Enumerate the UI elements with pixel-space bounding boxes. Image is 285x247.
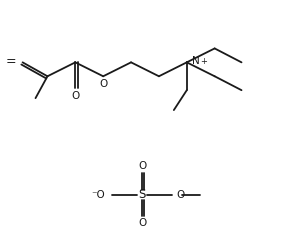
Text: S: S bbox=[138, 188, 146, 201]
Text: O: O bbox=[99, 79, 107, 89]
Text: =: = bbox=[6, 55, 17, 68]
Text: O: O bbox=[177, 190, 185, 200]
Text: O: O bbox=[138, 161, 146, 171]
Text: O: O bbox=[138, 218, 146, 228]
Text: O: O bbox=[71, 91, 80, 101]
Text: +: + bbox=[200, 57, 207, 66]
Text: ⁻O: ⁻O bbox=[91, 190, 105, 200]
Text: N: N bbox=[192, 56, 199, 66]
